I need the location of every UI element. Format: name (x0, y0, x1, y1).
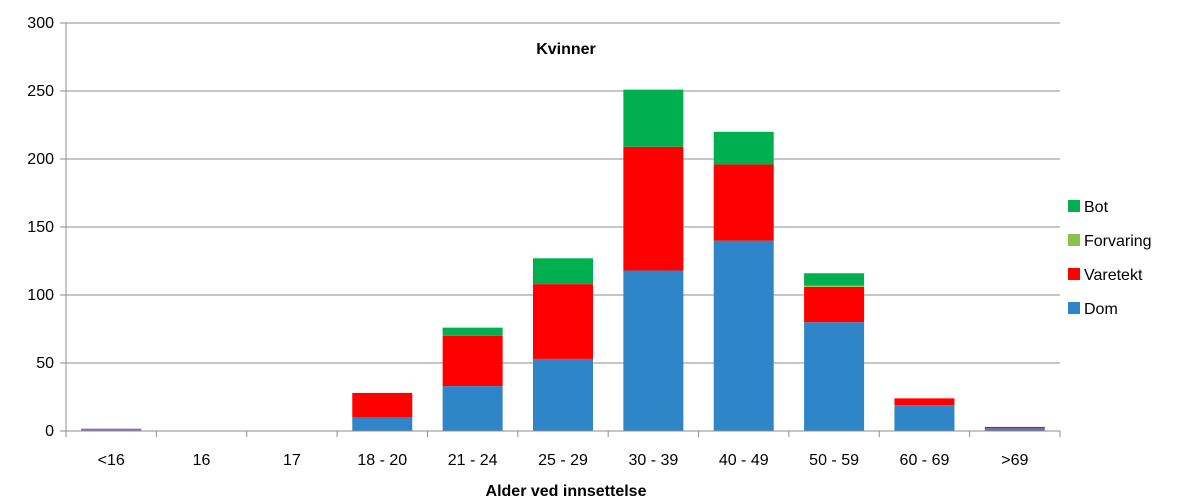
x-tick-label: <16 (98, 452, 125, 469)
y-tick-label: 50 (36, 355, 54, 372)
x-tick-label: 40 - 49 (719, 452, 769, 469)
bar-segment-varetekt (804, 286, 865, 323)
bar-segment-dom (713, 240, 774, 431)
bar-segment-dom (984, 428, 1045, 431)
x-tick-label: >69 (1001, 452, 1028, 469)
bar-segment-dom (894, 405, 955, 431)
bar-segment-bot (623, 89, 684, 147)
y-tick-label: 0 (45, 423, 54, 440)
bar-segment-varetekt (894, 398, 955, 406)
bar-segment-bot (713, 131, 774, 165)
gridlines (66, 22, 1060, 364)
bar-segment-varetekt (352, 392, 413, 418)
bar-segment-varetekt (713, 164, 774, 241)
x-tick-label: 30 - 39 (628, 452, 678, 469)
legend-label-forvaring: Forvaring (1084, 233, 1152, 250)
x-tick-label: 16 (193, 452, 211, 469)
bars (81, 89, 1045, 431)
bar-segment-dom (442, 386, 503, 431)
legend-label-varetekt: Varetekt (1084, 267, 1143, 284)
chart-title: Kvinner (536, 41, 596, 58)
y-tick-label: 150 (27, 219, 54, 236)
bar-segment-varetekt (623, 146, 684, 271)
y-tick-label: 100 (27, 287, 54, 304)
x-tick-label: 17 (283, 452, 301, 469)
legend-swatch-forvaring (1068, 234, 1080, 246)
bar-segment-bot (804, 273, 865, 286)
x-tick-label: 25 - 29 (538, 452, 588, 469)
x-tick-label: 21 - 24 (448, 452, 498, 469)
bar-segment-varetekt (442, 335, 503, 387)
bar-segment-bot (533, 258, 593, 285)
y-tick-label: 300 (27, 15, 54, 32)
bar-segment-forvaring (804, 285, 865, 287)
bar-segment-varetekt (984, 426, 1045, 429)
bar-segment-bot (442, 327, 503, 336)
x-tick-label: 50 - 59 (809, 452, 859, 469)
bar-segment-dom (352, 417, 413, 431)
x-tick-label: 18 - 20 (357, 452, 407, 469)
axes: 0 50 100 150 200 250 300 <16 16 17 18 - 20 21 - 24 2… (27, 15, 1061, 469)
bar-segment-varetekt (533, 284, 593, 359)
x-tick-label: 60 - 69 (900, 452, 950, 469)
y-tick-label: 200 (27, 151, 54, 168)
legend: Bot Forvaring Varetekt Dom (1068, 199, 1152, 318)
bar-segment-dom (804, 322, 865, 431)
legend-label-dom: Dom (1084, 301, 1118, 318)
legend-label-bot: Bot (1084, 199, 1109, 216)
bar-segment-dom (533, 358, 593, 431)
x-axis-title: Alder ved innsettelse (486, 483, 647, 500)
bar-segment-dom (623, 270, 684, 431)
bar-segment-annotation (81, 428, 142, 431)
legend-swatch-varetekt (1068, 268, 1080, 280)
legend-swatch-bot (1068, 200, 1080, 212)
y-tick-label: 250 (27, 83, 54, 100)
legend-swatch-dom (1068, 302, 1080, 314)
